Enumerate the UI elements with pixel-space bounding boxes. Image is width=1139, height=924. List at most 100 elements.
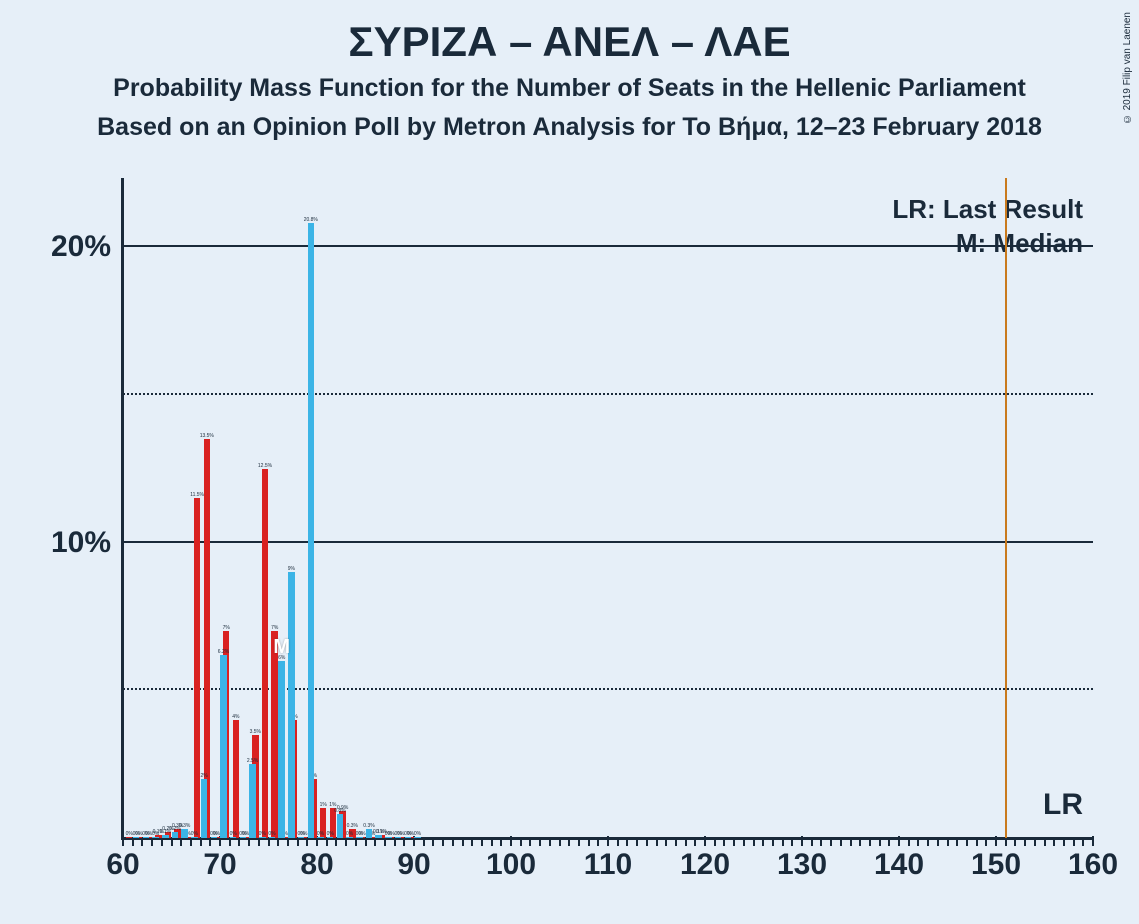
x-axis-tick (268, 838, 270, 846)
legend-median: M: Median (956, 228, 1083, 259)
bar-blue: 0% (346, 837, 353, 838)
last-result-label: LR (1043, 788, 1083, 822)
x-axis-tick (985, 838, 987, 846)
bar-value-label: 7% (271, 625, 278, 631)
bar-blue: 20.8% (308, 223, 315, 838)
x-axis-tick (200, 838, 202, 846)
x-axis-tick (345, 838, 347, 846)
x-axis-tick (452, 838, 454, 846)
x-axis-tick (927, 838, 929, 846)
x-axis-tick (665, 838, 667, 846)
x-axis-tick (529, 838, 531, 846)
bar-value-label: 1% (320, 802, 327, 808)
y-axis-tick-label: 20% (51, 230, 123, 264)
bar-value-label: 0% (268, 831, 275, 837)
bar-blue: 0.2% (172, 832, 179, 838)
x-axis-tick (1073, 838, 1075, 846)
bar-value-label: 7% (223, 625, 230, 631)
x-axis-tick (888, 838, 890, 846)
x-axis-tick (694, 838, 696, 846)
x-axis-tick (510, 836, 512, 846)
x-axis-tick (287, 838, 289, 846)
x-axis-tick (820, 838, 822, 846)
bar-value-label: 0% (394, 831, 401, 837)
x-axis-tick (1044, 838, 1046, 846)
chart-plot-area: LR: Last Result M: Median 10%20%60708090… (123, 188, 1093, 838)
x-axis-tick (1063, 838, 1065, 846)
chart-title: ΣΥΡΙΖΑ – ΑΝΕΛ – ΛΑΕ (0, 0, 1139, 66)
legend-last-result: LR: Last Result (892, 194, 1083, 225)
bar-value-label: 0% (210, 831, 217, 837)
gridline-minor (123, 688, 1093, 690)
x-axis-tick (956, 838, 958, 846)
x-axis-tick (1092, 836, 1094, 846)
bar-value-label: 0% (152, 831, 159, 837)
x-axis-tick (384, 838, 386, 846)
x-axis-tick (995, 836, 997, 846)
bar-value-label: 0% (404, 831, 411, 837)
x-axis-tick (277, 838, 279, 846)
x-axis-tick (976, 838, 978, 846)
x-axis-tick (481, 838, 483, 846)
x-axis-tick (607, 836, 609, 846)
bar-value-label: 0.3% (179, 823, 190, 829)
bar-red: 12.5% (262, 469, 269, 838)
x-axis-tick (714, 838, 716, 846)
x-axis-tick (297, 838, 299, 846)
x-axis-tick (782, 838, 784, 846)
x-axis-tick (432, 838, 434, 846)
bar-red: 4% (233, 720, 240, 838)
x-axis-tick (646, 838, 648, 846)
x-axis-tick (578, 838, 580, 846)
x-axis-tick (617, 838, 619, 846)
bar-value-label: 6.2% (218, 649, 229, 655)
x-axis-tick (859, 838, 861, 846)
x-axis-tick (801, 836, 803, 846)
chart-subtitle-2: Based on an Opinion Poll by Metron Analy… (0, 103, 1139, 142)
x-axis-tick (588, 838, 590, 846)
x-axis-tick (753, 838, 755, 846)
bar-value-label: 13.5% (200, 433, 214, 439)
bar-blue: 0% (327, 837, 334, 838)
x-axis-tick (365, 838, 367, 846)
bar-value-label: 0% (385, 831, 392, 837)
bar-value-label: 0% (356, 831, 363, 837)
x-axis-tick (743, 838, 745, 846)
bar-value-label: 0% (133, 831, 140, 837)
bar-blue: 0% (133, 837, 140, 838)
x-axis-tick (248, 838, 250, 846)
x-axis-tick (335, 838, 337, 846)
y-axis-tick-label: 10% (51, 526, 123, 560)
bar-value-label: 9% (288, 566, 295, 572)
x-axis-tick (238, 838, 240, 846)
x-axis-tick (656, 838, 658, 846)
x-axis-tick (704, 836, 706, 846)
x-axis-tick (151, 838, 153, 846)
gridline-major (123, 541, 1093, 543)
x-axis-tick (840, 838, 842, 846)
x-axis-tick (723, 838, 725, 846)
bar-value-label: 0% (346, 831, 353, 837)
bar-blue: 0.8% (337, 814, 344, 838)
bar-blue: 0.1% (162, 835, 169, 838)
bar-blue: 0% (385, 837, 392, 838)
x-axis-tick (132, 838, 134, 846)
bar-blue: 0% (356, 837, 363, 838)
x-axis-tick (898, 836, 900, 846)
x-axis-tick (685, 838, 687, 846)
x-axis-tick (966, 838, 968, 846)
bar-value-label: 0% (414, 831, 421, 837)
bar-value-label: 0% (239, 831, 246, 837)
bar-blue: 0% (395, 837, 402, 838)
x-axis-tick (403, 838, 405, 846)
x-axis-tick (947, 838, 949, 846)
bar-value-label: 0% (327, 831, 334, 837)
bar-value-label: 11.5% (190, 492, 204, 498)
x-axis-tick (568, 838, 570, 846)
x-axis-tick (1082, 838, 1084, 846)
x-axis-tick (626, 838, 628, 846)
bar-blue: 0% (143, 837, 150, 838)
x-axis-tick (879, 838, 881, 846)
bar-blue: 9% (288, 572, 295, 838)
bar-blue: 0% (317, 837, 324, 838)
